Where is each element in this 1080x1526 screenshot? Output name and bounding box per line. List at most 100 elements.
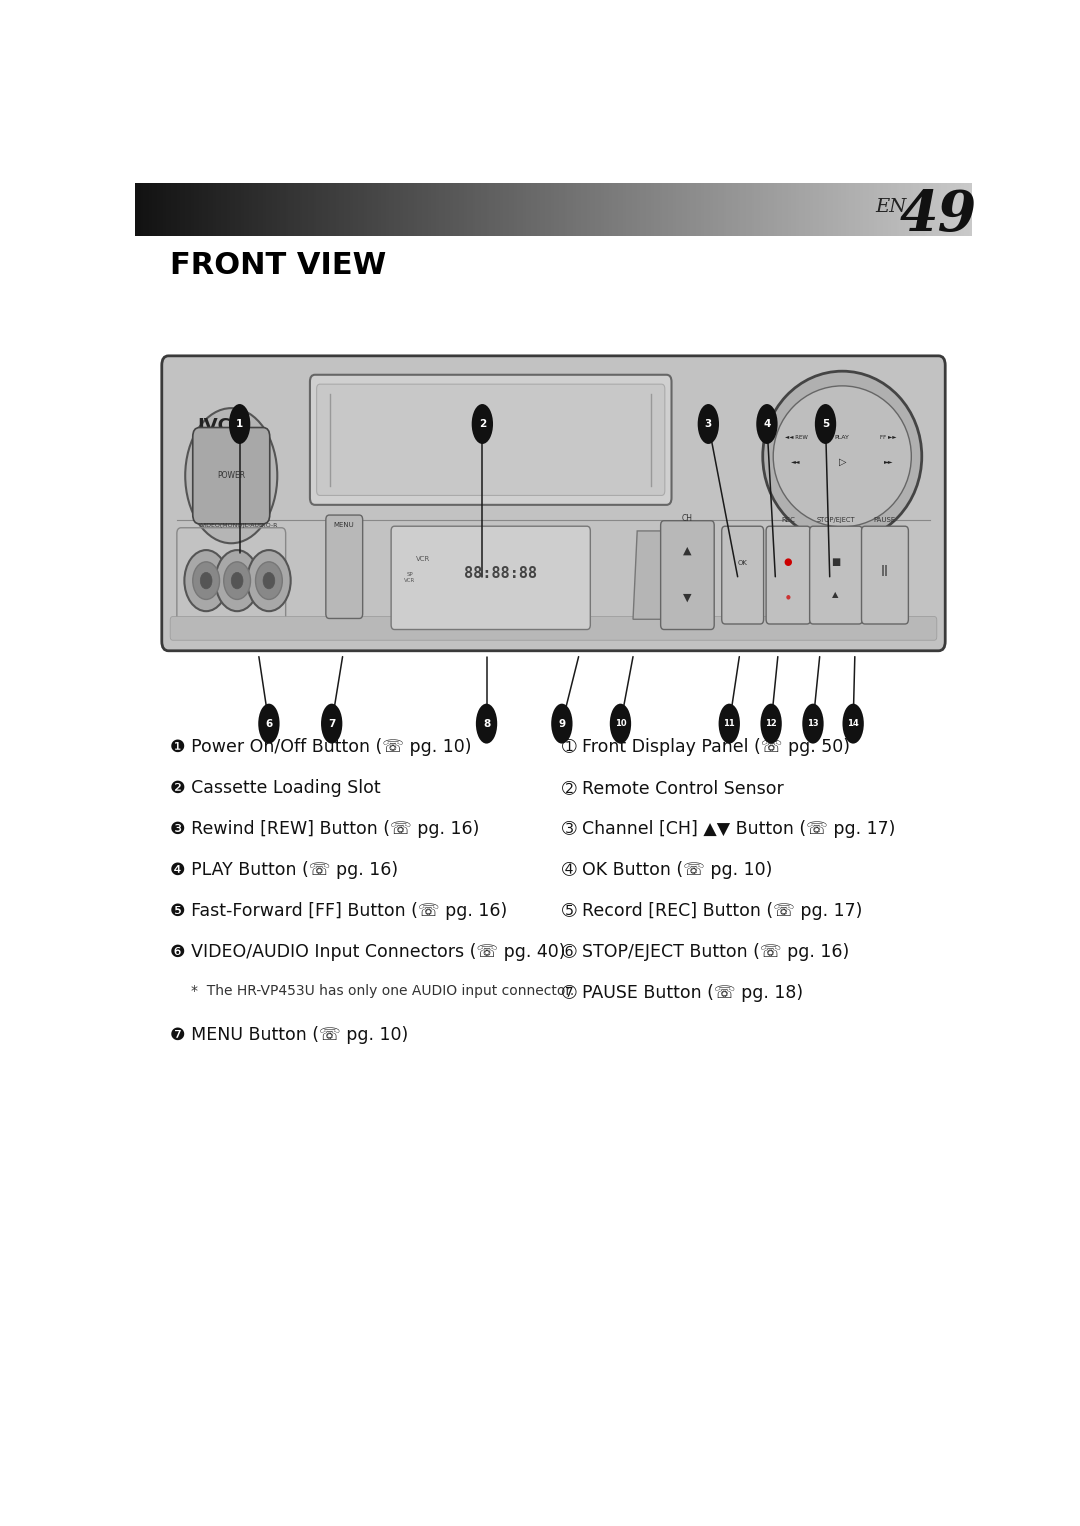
- Bar: [760, 183, 762, 237]
- Bar: [766, 183, 768, 237]
- Text: CH: CH: [681, 514, 693, 522]
- Bar: [791, 183, 794, 237]
- Bar: [158, 183, 160, 237]
- Text: ➆ PAUSE Button (☏ pg. 18): ➆ PAUSE Button (☏ pg. 18): [562, 984, 804, 1003]
- Bar: [632, 183, 634, 237]
- Bar: [963, 183, 967, 237]
- Bar: [514, 183, 517, 237]
- Bar: [478, 183, 481, 237]
- Text: STOP/EJECT: STOP/EJECT: [816, 517, 855, 522]
- Bar: [495, 183, 498, 237]
- Bar: [875, 183, 877, 237]
- Bar: [179, 183, 183, 237]
- Bar: [492, 183, 495, 237]
- Bar: [135, 183, 138, 237]
- Bar: [509, 183, 512, 237]
- Ellipse shape: [186, 407, 278, 543]
- Bar: [285, 183, 288, 237]
- Bar: [637, 183, 640, 237]
- Bar: [322, 183, 325, 237]
- Bar: [573, 183, 576, 237]
- Bar: [905, 183, 908, 237]
- Bar: [218, 183, 221, 237]
- Bar: [461, 183, 464, 237]
- Bar: [651, 183, 653, 237]
- Bar: [777, 183, 780, 237]
- Bar: [829, 183, 833, 237]
- Bar: [813, 183, 815, 237]
- Text: SP
VCR: SP VCR: [404, 572, 416, 583]
- Bar: [933, 183, 935, 237]
- Bar: [657, 183, 660, 237]
- Bar: [910, 183, 914, 237]
- FancyBboxPatch shape: [661, 520, 714, 630]
- FancyBboxPatch shape: [326, 516, 363, 618]
- Text: REC: REC: [781, 517, 795, 522]
- Bar: [604, 183, 607, 237]
- Bar: [406, 183, 408, 237]
- Bar: [696, 183, 699, 237]
- Bar: [445, 183, 447, 237]
- Bar: [266, 183, 269, 237]
- Bar: [620, 183, 623, 237]
- Bar: [939, 183, 942, 237]
- Ellipse shape: [610, 703, 631, 743]
- Ellipse shape: [756, 404, 778, 444]
- Text: ●: ●: [784, 557, 792, 566]
- Bar: [333, 183, 336, 237]
- Bar: [540, 183, 542, 237]
- Bar: [634, 183, 637, 237]
- Bar: [306, 183, 308, 237]
- Bar: [746, 183, 748, 237]
- Bar: [411, 183, 414, 237]
- Bar: [565, 183, 567, 237]
- Bar: [855, 183, 858, 237]
- Bar: [526, 183, 528, 237]
- Text: ➄ Record [REC] Button (☏ pg. 17): ➄ Record [REC] Button (☏ pg. 17): [562, 902, 862, 920]
- Bar: [699, 183, 701, 237]
- Bar: [648, 183, 651, 237]
- Bar: [239, 183, 241, 237]
- Ellipse shape: [773, 386, 912, 526]
- Bar: [467, 183, 470, 237]
- Text: JVC: JVC: [198, 417, 231, 435]
- Bar: [958, 183, 961, 237]
- Bar: [771, 183, 774, 237]
- Text: VIDEO(MONO)L-AUDIO-R: VIDEO(MONO)L-AUDIO-R: [201, 523, 279, 528]
- Text: ➃ OK Button (☏ pg. 10): ➃ OK Button (☏ pg. 10): [562, 861, 772, 879]
- Bar: [754, 183, 757, 237]
- Bar: [922, 183, 924, 237]
- Circle shape: [192, 562, 219, 600]
- Bar: [188, 183, 191, 237]
- Bar: [600, 183, 604, 237]
- Bar: [280, 183, 283, 237]
- Bar: [486, 183, 489, 237]
- Bar: [944, 183, 947, 237]
- Bar: [808, 183, 810, 237]
- Ellipse shape: [842, 703, 864, 743]
- Bar: [302, 183, 306, 237]
- Text: 5: 5: [822, 420, 829, 429]
- Bar: [704, 183, 707, 237]
- Text: MENU: MENU: [334, 522, 354, 528]
- Bar: [440, 183, 442, 237]
- Bar: [531, 183, 534, 237]
- Bar: [626, 183, 629, 237]
- Bar: [464, 183, 467, 237]
- Bar: [956, 183, 958, 237]
- Bar: [347, 183, 350, 237]
- Bar: [140, 183, 144, 237]
- Bar: [299, 183, 302, 237]
- Bar: [230, 183, 232, 237]
- Bar: [707, 183, 710, 237]
- Bar: [872, 183, 875, 237]
- Bar: [732, 183, 734, 237]
- Bar: [969, 183, 972, 237]
- Bar: [345, 183, 347, 237]
- Bar: [426, 183, 428, 237]
- Text: 10: 10: [615, 719, 626, 728]
- Bar: [489, 183, 492, 237]
- Bar: [320, 183, 322, 237]
- Text: 49: 49: [900, 188, 976, 243]
- Bar: [498, 183, 500, 237]
